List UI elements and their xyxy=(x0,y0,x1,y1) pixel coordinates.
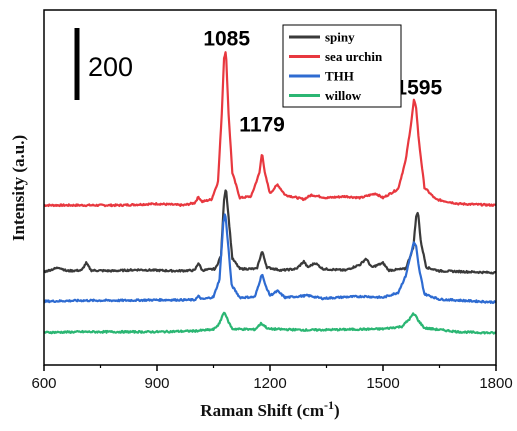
x-tick-label-1800: 1800 xyxy=(479,375,512,392)
peak-label-1179: 1179 xyxy=(239,113,285,136)
peak-labels: 1085 1179 1595 xyxy=(203,28,442,137)
peak-label-1085: 1085 xyxy=(203,28,250,51)
scale-bar-label: 200 xyxy=(88,52,133,82)
series-line-sea-urchin xyxy=(44,51,496,208)
x-axis-label-end: ) xyxy=(334,401,340,420)
x-tick-label-900: 900 xyxy=(144,375,169,392)
series-line-willow xyxy=(44,311,496,335)
x-axis-label: Raman Shift (cm-1) xyxy=(200,398,339,420)
legend-label-sea-urchin: sea urchin xyxy=(325,49,383,64)
x-axis-label-main: Raman Shift (cm xyxy=(200,401,324,420)
legend-label-THH: THH xyxy=(325,69,354,84)
series-line-THH xyxy=(44,213,496,305)
legend-box xyxy=(282,24,402,108)
x-axis-label-superscript: -1 xyxy=(324,398,334,412)
legend: spiny sea urchin THH willow xyxy=(282,24,402,108)
y-axis-label: Intensity (a.u.) xyxy=(9,135,28,241)
x-tick-label-1500: 1500 xyxy=(366,375,399,392)
legend-label-willow: willow xyxy=(325,88,362,103)
x-axis: 600 900 1200 1500 1800 xyxy=(31,365,513,392)
peak-label-1595: 1595 xyxy=(395,76,442,99)
x-tick-label-600: 600 xyxy=(31,375,56,392)
scale-bar: 200 xyxy=(74,28,133,100)
series-layer xyxy=(44,51,496,335)
x-tick-label-1200: 1200 xyxy=(253,375,286,392)
series-line-spiny xyxy=(44,189,496,275)
legend-label-spiny: spiny xyxy=(325,30,355,45)
